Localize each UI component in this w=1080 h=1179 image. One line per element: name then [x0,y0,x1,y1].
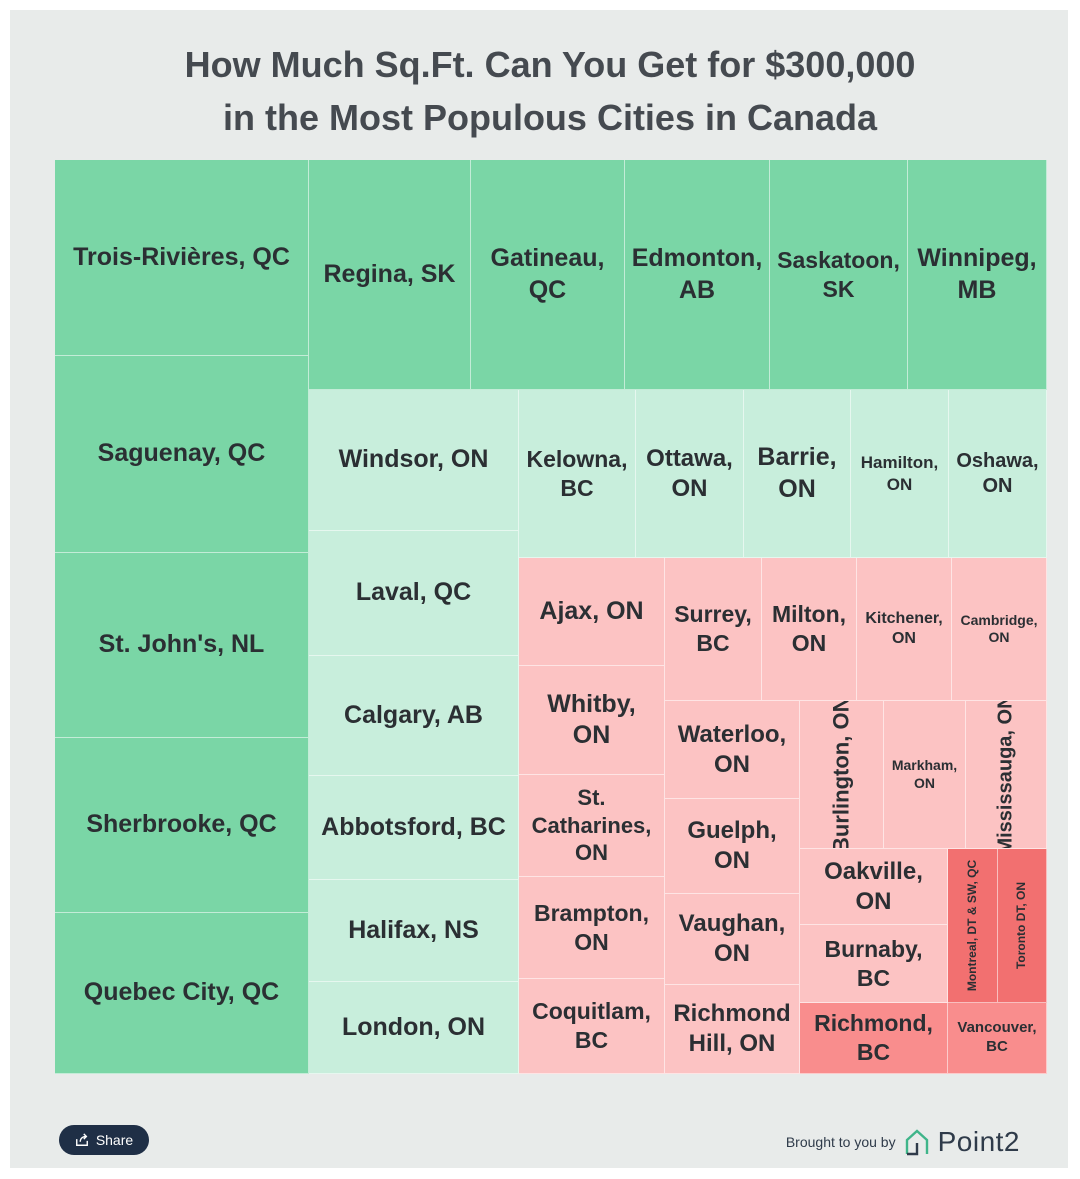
title-line-2: in the Most Populous Cities in Canada [222,97,878,138]
treemap-tile[interactable]: Trois-Rivières, QC [55,160,309,356]
treemap-tile[interactable]: Richmond, BC [800,1003,948,1074]
tile-label: Whitby, ON [547,689,636,749]
tile-label: Kelowna, BC [526,445,628,501]
tile-label: Winnipeg, MB [917,244,1037,304]
tile-label: Sherbrooke, QC [86,810,277,839]
tile-label: Cambridge, ON [960,611,1038,646]
tile-label: Surrey, BC [674,601,752,656]
tile-label: St. John's, NL [98,630,265,659]
treemap-tile[interactable]: Barrie, ON [744,390,851,558]
tile-label: Gatineau, QC [490,244,605,304]
treemap-tile[interactable]: Toronto DT, ON [998,849,1047,1003]
brand-attribution[interactable]: Brought to you by Point2 [786,1125,1020,1159]
tile-label: Laval, QC [355,578,472,607]
treemap-tile[interactable]: Ottawa, ON [636,390,744,558]
treemap-tile[interactable]: Kitchener, ON [857,558,952,701]
brand-name: Point2 [937,1126,1020,1157]
tile-label: Markham, ON [891,757,958,791]
treemap-tile[interactable]: Guelph, ON [665,799,800,894]
treemap-tile[interactable]: Edmonton, AB [625,160,770,390]
tile-label: Oshawa, ON [956,449,1039,497]
tile-label: Halifax, NS [348,915,479,944]
tile-label: Guelph, ON [687,817,777,874]
tile-label: Toronto DT, ON [1014,881,1029,970]
tile-label: Saguenay, QC [97,439,266,468]
tile-label: Milton, ON [771,601,847,656]
tile-label: Trois-Rivières, QC [73,242,290,271]
treemap-tile[interactable]: Oakville, ON [800,849,948,925]
chart-title: How Much Sq.Ft. Can You Get for $300,000… [10,38,1080,144]
treemap-tile[interactable]: Burnaby, BC [800,925,948,1003]
treemap-tile[interactable]: Saguenay, QC [55,356,309,553]
treemap-tile[interactable]: St. John's, NL [55,553,309,738]
treemap-tile[interactable]: Vaughan, ON [665,894,800,985]
treemap-tile[interactable]: Mississauga, ON [966,701,1047,849]
tile-label: Burlington, ON [828,701,854,849]
treemap-tile[interactable]: Surrey, BC [665,558,762,701]
tile-label: St. Catharines, ON [531,785,652,866]
tile-label: Hamilton, ON [860,453,939,494]
tile-label: Abbotsford, BC [321,812,506,841]
tile-label: Richmond Hill, ON [673,1000,791,1057]
infographic-card: How Much Sq.Ft. Can You Get for $300,000… [10,10,1068,1168]
tile-label: Kitchener, ON [865,610,943,647]
treemap-tile[interactable]: Ajax, ON [519,558,665,666]
tile-label: Vaughan, ON [678,910,786,967]
tile-label: Burnaby, BC [824,935,923,991]
treemap-tile[interactable]: Oshawa, ON [949,390,1047,558]
tile-label: London, ON [341,1012,486,1041]
treemap-tile[interactable]: Abbotsford, BC [309,776,519,880]
tile-label: Richmond, BC [814,1010,933,1065]
treemap-tile[interactable]: Regina, SK [309,160,471,390]
brought-by-text: Brought to you by [785,1134,896,1150]
treemap-tile[interactable]: Kelowna, BC [519,390,636,558]
treemap-tile[interactable]: Gatineau, QC [471,160,625,390]
treemap-tile[interactable]: Waterloo, ON [665,701,800,799]
tile-label: Ajax, ON [539,596,644,625]
treemap-tile[interactable]: Richmond Hill, ON [665,985,800,1074]
share-label: Share [95,1132,134,1148]
tile-label: Oakville, ON [824,857,923,915]
treemap-tile[interactable]: Montreal, DT & SW, QC [948,849,998,1003]
treemap-tile[interactable]: London, ON [309,982,519,1074]
title-line-1: How Much Sq.Ft. Can You Get for $300,000 [184,44,916,85]
treemap-tile[interactable]: Calgary, AB [309,656,519,776]
tile-label: Saskatoon, SK [777,246,900,302]
treemap-tile[interactable]: Burlington, ON [800,701,884,849]
treemap-tile[interactable]: Saskatoon, SK [770,160,908,390]
tile-label: Vancouver, BC [957,1019,1037,1055]
tile-label: Calgary, AB [344,700,483,729]
treemap-tile[interactable]: Milton, ON [762,558,857,701]
treemap-tile[interactable]: Laval, QC [309,531,519,656]
treemap-tile[interactable]: Windsor, ON [309,390,519,531]
tile-label: Brampton, ON [534,899,649,955]
treemap-tile[interactable]: Halifax, NS [309,880,519,982]
treemap: Trois-Rivières, QC Saguenay, QC St. John's… [55,160,1047,1074]
treemap-tile[interactable]: Vancouver, BC [948,1003,1047,1074]
share-icon [75,1133,88,1146]
tile-label: Quebec City, QC [83,978,280,1007]
tile-label: Barrie, ON [757,443,837,503]
treemap-tile[interactable]: Brampton, ON [519,877,665,979]
treemap-tile[interactable]: Winnipeg, MB [908,160,1047,390]
treemap-tile[interactable]: Quebec City, QC [55,913,309,1074]
treemap-tile[interactable]: Cambridge, ON [952,558,1047,701]
treemap-tile[interactable]: Markham, ON [884,701,966,849]
tile-label: Waterloo, ON [677,720,787,778]
tile-label: Montreal, DT & SW, QC [965,859,979,992]
treemap-tile[interactable]: Whitby, ON [519,666,665,775]
tile-label: Ottawa, ON [646,444,733,502]
treemap-tile[interactable]: Hamilton, ON [851,390,949,558]
treemap-tile[interactable]: St. Catharines, ON [519,775,665,877]
treemap-tile[interactable]: Sherbrooke, QC [55,738,309,913]
tile-label: Windsor, ON [338,445,489,474]
tile-label: Coquitlam, BC [532,998,651,1053]
treemap-tile[interactable]: Coquitlam, BC [519,979,665,1074]
tile-label: Mississauga, ON [994,701,1017,849]
tile-label: Edmonton, AB [631,244,763,304]
tile-label: Regina, SK [323,259,456,288]
share-button[interactable]: Share [59,1125,149,1155]
point2-logo-icon [905,1129,928,1156]
